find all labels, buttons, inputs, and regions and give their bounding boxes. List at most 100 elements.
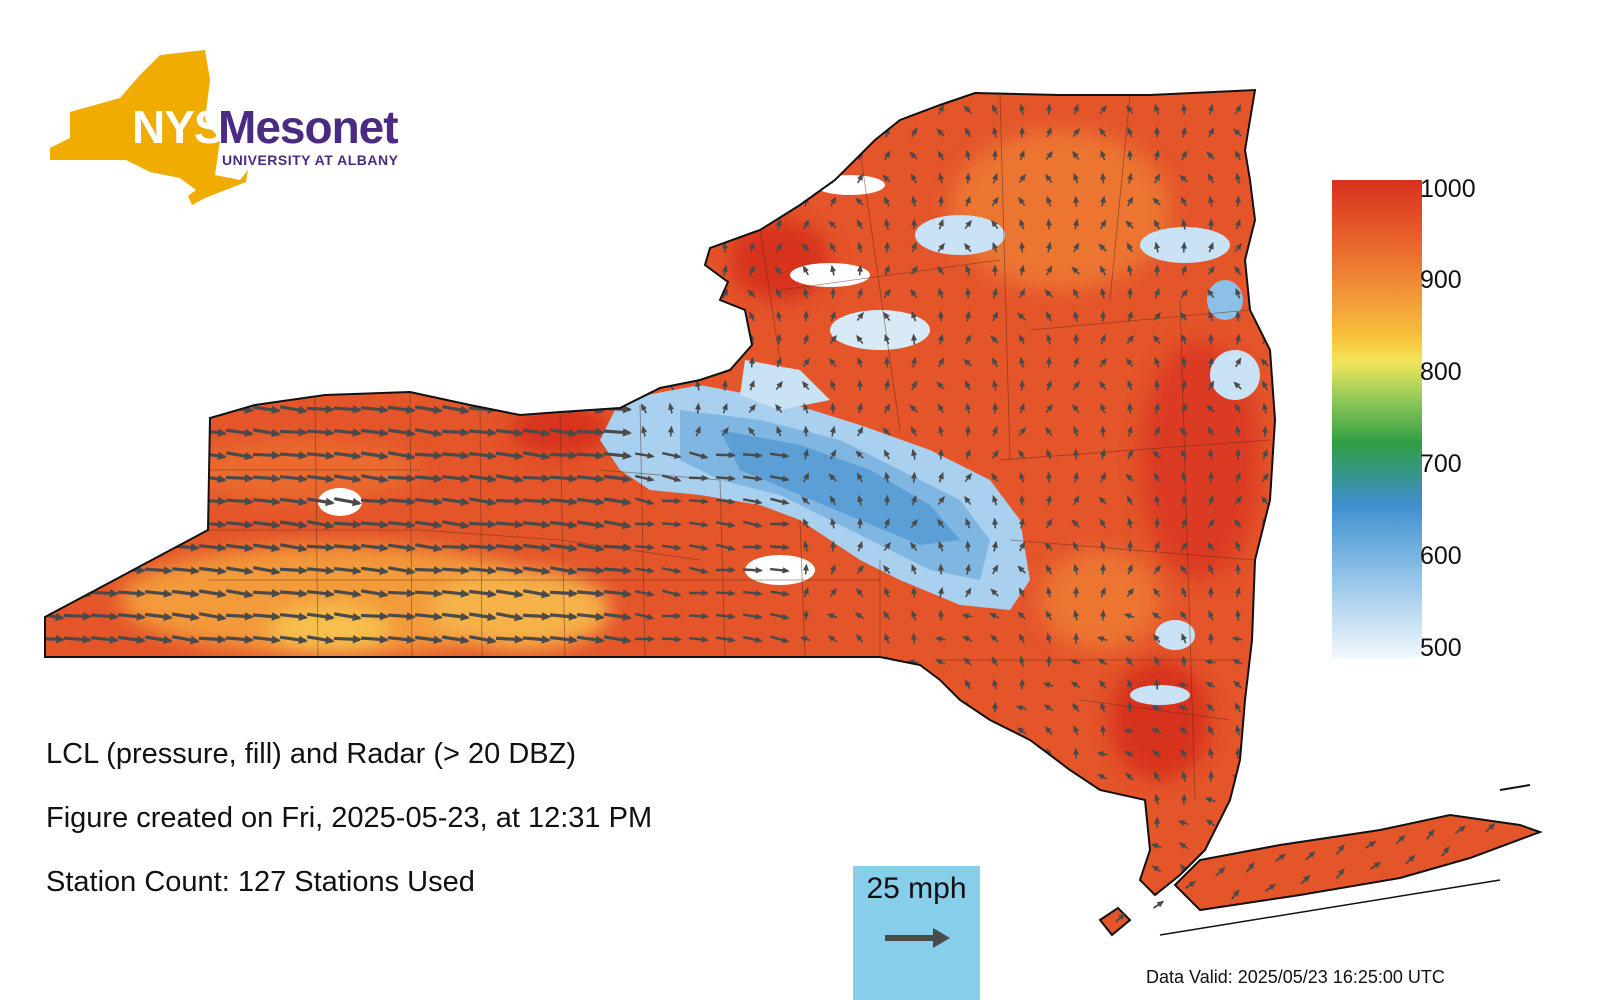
wind-arrow [603, 314, 631, 320]
wind-arrowhead [1127, 517, 1134, 526]
wind-arrow [993, 818, 997, 828]
wind-arrowhead [325, 635, 335, 645]
wind-arrowhead [622, 106, 632, 116]
wind-arrowhead [909, 840, 917, 849]
wind-arrow [776, 174, 782, 184]
wind-arrow [198, 313, 226, 321]
wind-arrowhead [1235, 310, 1242, 318]
wind-arrow [576, 222, 604, 228]
wind-arrowhead [881, 842, 890, 849]
wind-arrowhead [1235, 540, 1241, 549]
wind-arrowhead [568, 612, 578, 621]
wind-arrow [441, 152, 469, 160]
wind-arrow [441, 314, 469, 320]
wind-arrow [90, 520, 118, 528]
wind-arrow [641, 358, 647, 368]
wind-arrow [306, 382, 334, 390]
wind-arrowhead [646, 866, 655, 873]
wind-arrow [63, 704, 91, 712]
wind-arrowhead [433, 336, 443, 345]
wind-arrowhead [109, 520, 119, 529]
wind-arrowhead [755, 728, 763, 735]
wind-arrow [802, 680, 810, 690]
wind-arrowhead [937, 265, 944, 274]
wind-arrowhead [911, 563, 917, 572]
wind-arrowhead [727, 797, 736, 804]
wind-arrowhead [1259, 636, 1267, 642]
wind-arrowhead [965, 517, 971, 526]
wind-arrowhead [514, 336, 524, 346]
wind-arrowhead [1235, 495, 1242, 504]
wind-arrowhead [487, 543, 497, 552]
wind-arrowhead [1046, 518, 1053, 526]
wind-arrowhead [109, 842, 119, 851]
wind-arrowhead [379, 520, 389, 529]
wind-arrowhead [190, 474, 200, 484]
wind-arrowhead [82, 474, 92, 484]
wind-arrow [117, 222, 145, 228]
wind-arrow [144, 773, 172, 781]
wind-arrowhead [244, 244, 254, 253]
wind-arrow [90, 451, 118, 459]
wind-arrow [63, 842, 91, 850]
wind-arrowhead [217, 198, 227, 208]
wind-arrowhead [992, 126, 999, 135]
wind-arrowhead [622, 727, 632, 736]
data-valid-text: Data Valid: 2025/05/23 16:25:00 UTC [1146, 967, 1445, 987]
wind-arrow [722, 220, 728, 230]
wind-arrowhead [514, 543, 524, 552]
wind-arrowhead [910, 725, 917, 733]
colorbar [1332, 180, 1422, 658]
wind-arrowhead [109, 428, 119, 438]
wind-arrowhead [1208, 632, 1215, 640]
wind-arrowhead [830, 310, 836, 319]
wind-arrow [495, 704, 523, 712]
wind-arrowhead [136, 451, 146, 460]
wind-arrow [1235, 841, 1241, 851]
wind-arrow [225, 360, 253, 366]
wind-arrow [63, 681, 91, 689]
wind-arrow [669, 289, 673, 299]
wind-arrowhead [1070, 681, 1079, 688]
wind-arrow [688, 797, 708, 803]
wind-arrow [279, 773, 307, 781]
wind-arrowhead [641, 287, 647, 296]
wind-arrowhead [961, 751, 970, 758]
wind-arrowhead [801, 795, 809, 803]
wind-arrow [225, 728, 253, 734]
wind-arrowhead [622, 221, 632, 230]
wind-arrowhead [990, 335, 998, 343]
wind-arrowhead [722, 241, 729, 249]
wind-arrow [468, 268, 496, 274]
wind-arrowhead [938, 609, 945, 617]
wind-arrowhead [1153, 587, 1160, 596]
wind-arrowhead [938, 310, 945, 318]
wind-arrowhead [673, 728, 682, 736]
wind-arrow [414, 843, 442, 849]
wind-arrow [306, 314, 334, 320]
wind-arrow [642, 174, 646, 184]
wind-arrowhead [595, 658, 605, 668]
wind-arrowhead [541, 290, 551, 299]
wind-arrow [1262, 128, 1268, 138]
wind-arrowhead [1234, 150, 1241, 158]
wind-arrow [495, 268, 523, 274]
wind-arrow [495, 130, 523, 136]
wind-arrowhead [938, 104, 945, 112]
wind-arrowhead [1262, 448, 1268, 457]
wind-arrow [966, 841, 970, 851]
wind-arrow [696, 151, 700, 161]
wind-arrowhead [82, 244, 92, 253]
wind-arrowhead [776, 103, 782, 112]
wind-arrow [668, 128, 674, 138]
wind-arrow [667, 359, 675, 367]
wind-arrow [441, 267, 469, 275]
wind-arrowhead [755, 681, 763, 689]
wind-arrowhead [433, 359, 443, 368]
wind-arrow [742, 706, 762, 710]
wind-arrowhead [1181, 517, 1187, 526]
wind-arrowhead [514, 405, 524, 414]
wind-arrowhead [541, 313, 551, 323]
wind-arrowhead [352, 428, 362, 437]
wind-arrowhead [514, 773, 524, 782]
